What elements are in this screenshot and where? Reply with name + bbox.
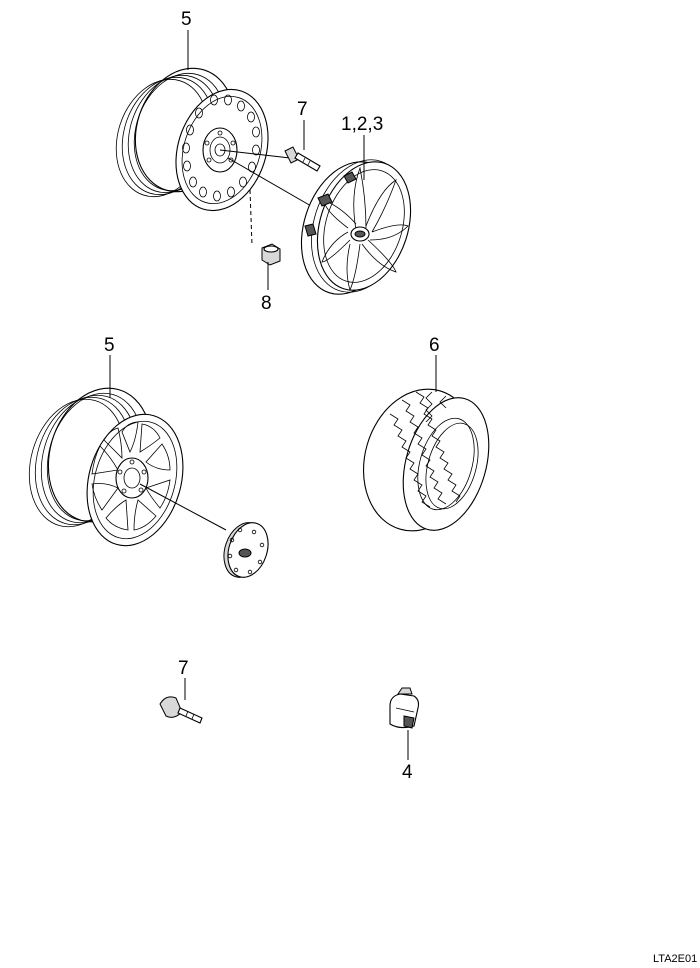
steel-wheel	[115, 67, 269, 212]
callout-lug-nut: 8	[261, 293, 272, 314]
center-cap	[223, 522, 269, 578]
valve-stem-top	[219, 146, 321, 172]
callout-steel-wheel: 5	[181, 9, 192, 30]
valve-stem-bottom	[159, 696, 203, 724]
balance-weight	[389, 687, 420, 729]
callout-tire: 6	[429, 335, 440, 356]
cap-leader	[139, 483, 227, 531]
callout-balance-weight: 4	[402, 762, 413, 783]
figure-code: LTA2E01	[653, 953, 697, 965]
callout-wheel-cover: 1,2,3	[341, 114, 383, 135]
cover-leader	[227, 157, 319, 211]
callout-valve-bottom: 7	[178, 658, 189, 679]
callout-alloy-wheel: 5	[104, 335, 115, 356]
tire	[362, 388, 490, 532]
callout-valve-top: 7	[297, 99, 308, 120]
alloy-wheel	[28, 387, 184, 547]
lug-nut	[249, 189, 281, 266]
wheel-cover	[300, 159, 412, 295]
